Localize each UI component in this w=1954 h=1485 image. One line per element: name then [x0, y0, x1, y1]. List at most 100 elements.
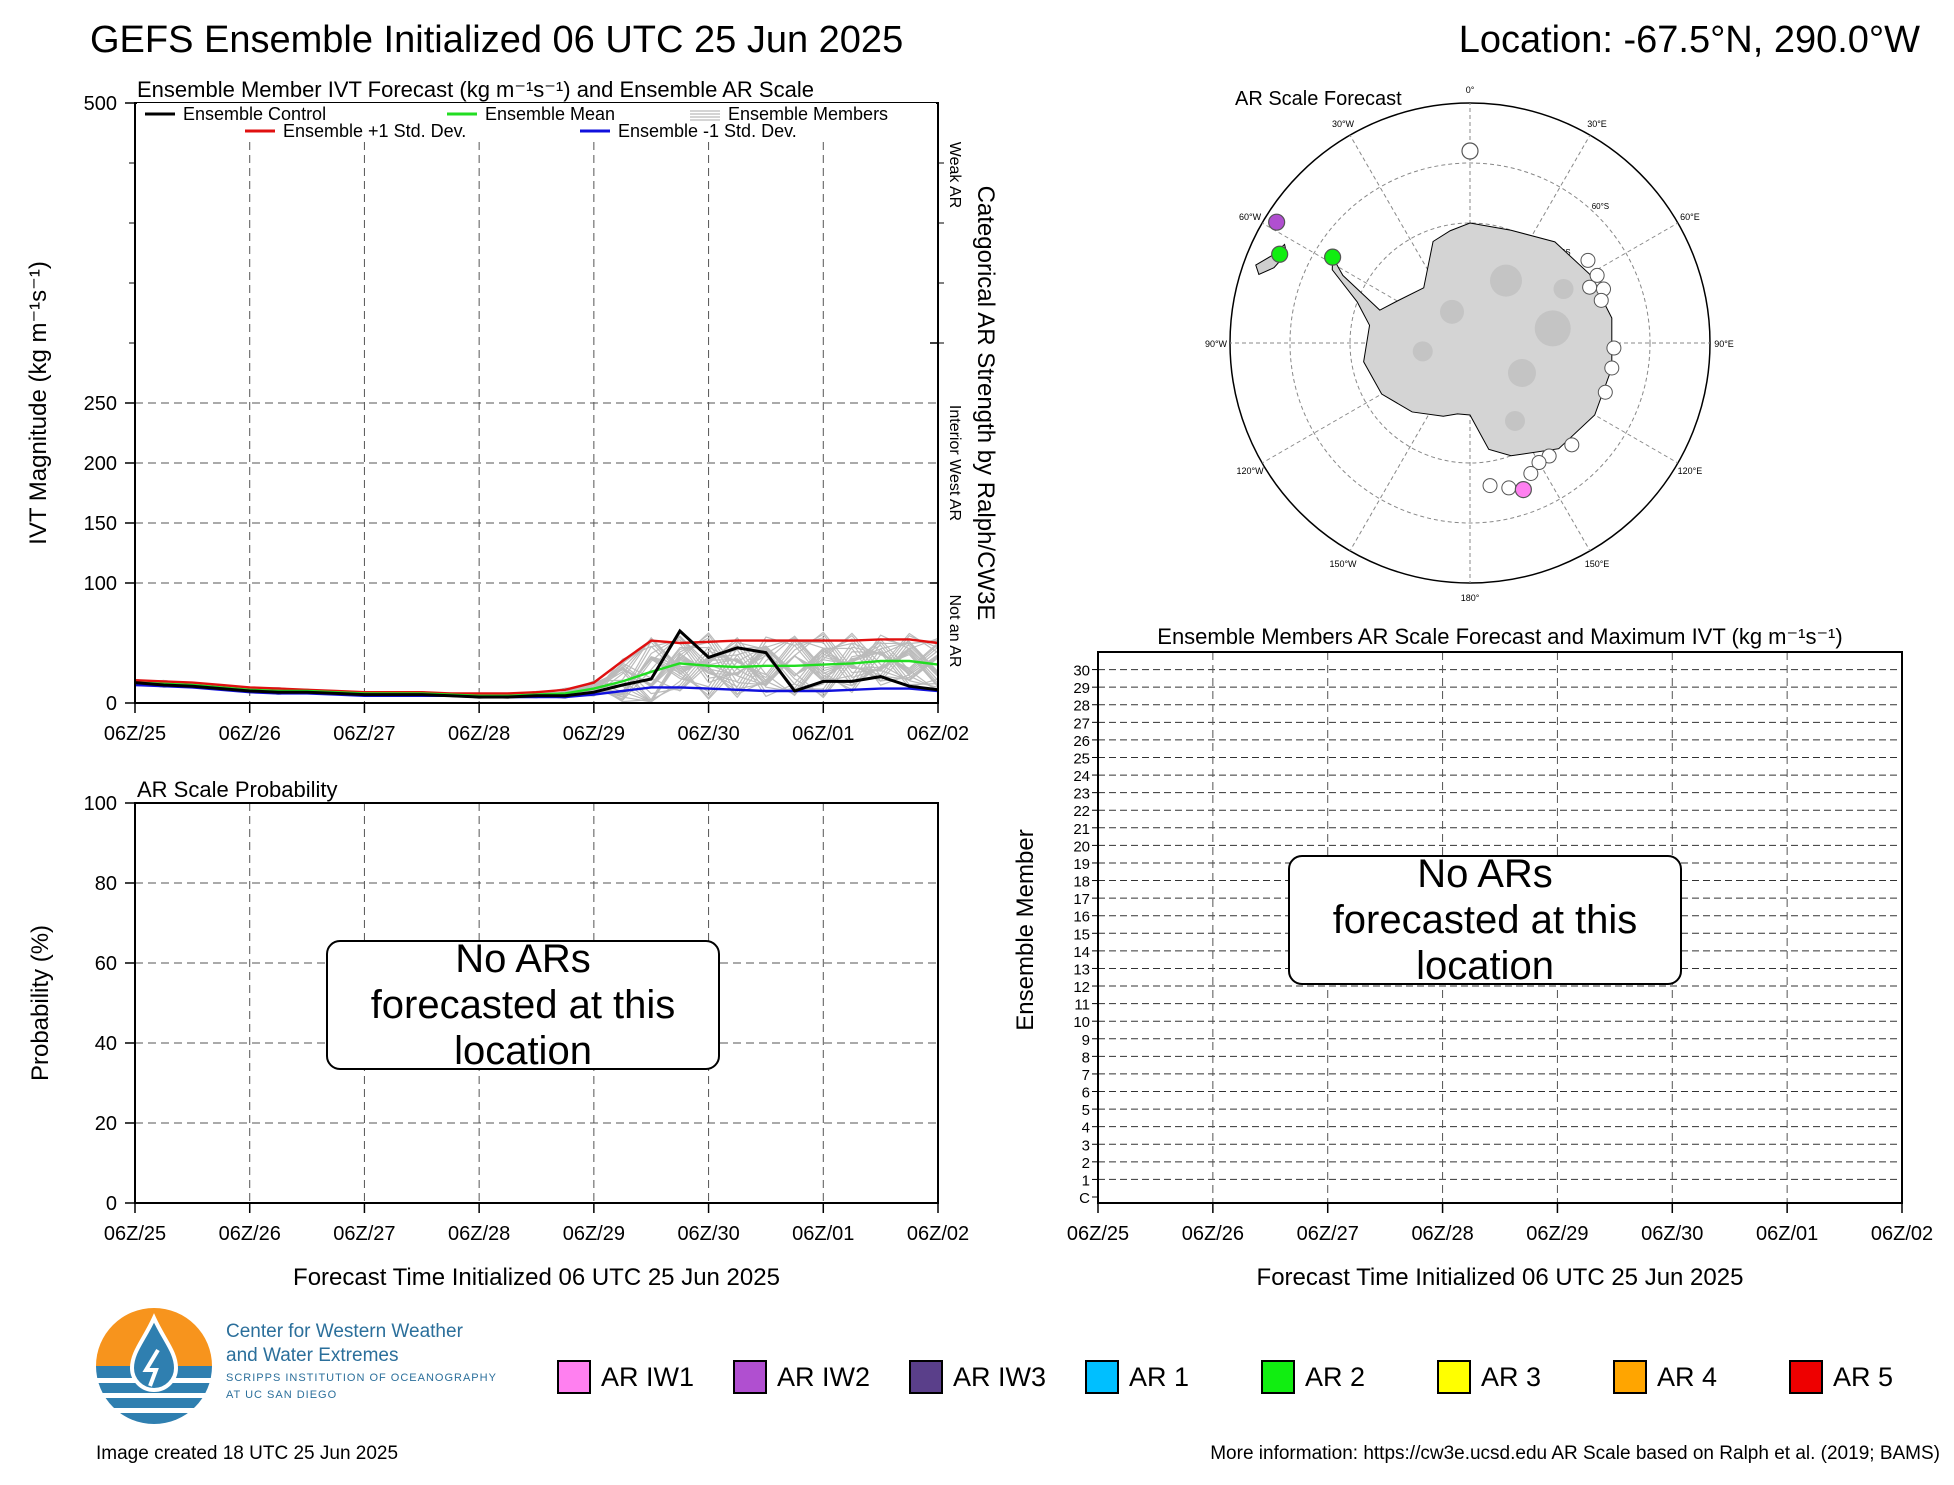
members-ytick-label: 5 — [1082, 1102, 1090, 1119]
ivt-xtick-label: 06Z/25 — [104, 723, 166, 745]
members-ytick-label: 26 — [1073, 733, 1090, 750]
map-longitude-label: 60°E — [1680, 212, 1700, 222]
prob-ylabel: Probability (%) — [27, 925, 54, 1081]
ivt-chart-title: Ensemble Member IVT Forecast (kg m⁻¹s⁻¹)… — [137, 77, 814, 102]
prob-ytick-label: 0 — [106, 1193, 117, 1215]
map-latitude-label: 60°S — [1592, 202, 1609, 211]
ivt-legend-label: Ensemble Mean — [485, 104, 615, 124]
members-xtick-label: 06Z/25 — [1067, 1223, 1129, 1245]
map-longitude-label: 90°W — [1205, 339, 1228, 349]
members-xtick-label: 06Z/27 — [1297, 1223, 1359, 1245]
cw3e-logo-icon — [96, 1308, 212, 1424]
members-ytick-label: 23 — [1073, 786, 1090, 803]
ivt-legend-label: Ensemble Members — [728, 104, 888, 124]
prob-xtick-label: 06Z/28 — [448, 1223, 510, 1245]
prob-xtick-label: 06Z/26 — [219, 1223, 281, 1245]
map-coast-marker — [1606, 340, 1622, 356]
map-longitude-label: 90°E — [1714, 339, 1734, 349]
members-ytick-label: C — [1079, 1190, 1090, 1207]
ivt-ytick-label: 100 — [84, 573, 117, 595]
ivt-ytick-label: 500 — [84, 93, 117, 115]
ivt-xtick-label: 06Z/01 — [792, 723, 854, 745]
members-xtick-label: 06Z/28 — [1411, 1223, 1473, 1245]
members-plot-frame — [1097, 651, 1903, 1204]
ivt-ytick-label: 250 — [84, 393, 117, 415]
prob-xtick-label: 06Z/30 — [677, 1223, 739, 1245]
prob-xlabel: Forecast Time Initialized 06 UTC 25 Jun … — [293, 1264, 780, 1291]
prob-ytick-label: 80 — [95, 873, 117, 895]
map-coast-marker — [1564, 437, 1580, 453]
members-xtick-label: 06Z/30 — [1641, 1223, 1703, 1245]
ivt-legend-box — [137, 103, 936, 141]
legend-item-ar-2: AR 2 — [1261, 1357, 1365, 1397]
org-line-4: AT UC SAN DIEGO — [226, 1389, 338, 1401]
members-ytick-label: 4 — [1082, 1120, 1090, 1137]
ivt-legend-label: Ensemble -1 Std. Dev. — [618, 121, 797, 141]
members-ytick-label: 7 — [1082, 1067, 1090, 1084]
members-ytick-label: 12 — [1073, 979, 1090, 996]
members-ytick-label: 27 — [1073, 715, 1090, 732]
members-no-ar-text: No ARs forecasted at this location — [1332, 852, 1638, 988]
members-no-ar-message: No ARs forecasted at this location — [1288, 852, 1682, 988]
members-ytick-label: 16 — [1073, 909, 1090, 926]
ivt-legend-label: Ensemble Control — [183, 104, 326, 124]
ivt-xtick-label: 06Z/27 — [333, 723, 395, 745]
antarctica-landmass — [1331, 222, 1613, 457]
legend-swatch — [1789, 1360, 1823, 1394]
legend-label: AR 3 — [1481, 1361, 1542, 1392]
map-coast-marker — [1580, 252, 1596, 268]
map-ivt-shading — [1412, 341, 1433, 362]
members-ytick-label: 22 — [1073, 803, 1090, 820]
organization-name: Center for Western Weather and Water Ext… — [226, 1320, 497, 1402]
members-ytick-label: 28 — [1073, 698, 1090, 715]
map-coast-marker — [1501, 480, 1517, 496]
legend-label: AR 4 — [1657, 1361, 1718, 1392]
map-ivt-shading — [1553, 279, 1574, 299]
legend-label: AR IW3 — [953, 1361, 1047, 1392]
ivt-ytick-label: 150 — [84, 513, 117, 535]
members-ytick-label: 14 — [1073, 944, 1090, 961]
members-chart-title: Ensemble Members AR Scale Forecast and M… — [1157, 624, 1842, 649]
more-information-note: More information: https://cw3e.ucsd.edu … — [1210, 1443, 1940, 1464]
map-ar-marker — [1461, 142, 1479, 160]
legend-item-ar-3: AR 3 — [1437, 1357, 1541, 1397]
members-ytick-label: 15 — [1073, 926, 1090, 943]
ivt-ytick-label: 200 — [84, 453, 117, 475]
map-longitude-label: 120°W — [1236, 466, 1264, 476]
legend-swatch — [909, 1360, 943, 1394]
members-ytick-label: 6 — [1082, 1085, 1090, 1102]
map-longitude-label: 150°W — [1329, 559, 1357, 569]
prob-xtick-label: 06Z/02 — [907, 1223, 969, 1245]
members-xlabel: Forecast Time Initialized 06 UTC 25 Jun … — [1257, 1264, 1744, 1291]
map-longitude-label: 30°E — [1587, 119, 1607, 129]
legend-label: AR 2 — [1305, 1361, 1366, 1392]
ivt-legend-label: Ensemble +1 Std. Dev. — [283, 121, 466, 141]
map-ar-marker — [1271, 245, 1289, 263]
ivt-series-line — [134, 638, 939, 695]
legend-swatch — [1437, 1360, 1471, 1394]
ivt-xtick-label: 06Z/29 — [563, 723, 625, 745]
prob-ytick-label: 20 — [95, 1113, 117, 1135]
map-meridian — [1349, 134, 1471, 344]
legend-label: AR IW1 — [601, 1361, 695, 1392]
members-ytick-label: 25 — [1073, 750, 1090, 767]
ivt-ylabel: IVT Magnitude (kg m⁻¹s⁻¹) — [25, 261, 52, 545]
map-longitude-label: 180° — [1461, 593, 1480, 603]
map-latitude-circle — [1289, 162, 1651, 524]
map-ar-marker — [1324, 248, 1342, 266]
prob-xtick-label: 06Z/25 — [104, 1223, 166, 1245]
map-meridian — [1261, 342, 1471, 464]
legend-swatch — [1613, 1360, 1647, 1394]
members-ytick-label: 29 — [1073, 680, 1090, 697]
legend-item-ar-5: AR 5 — [1789, 1357, 1893, 1397]
map-ivt-shading — [1490, 264, 1522, 297]
members-ytick-label: 19 — [1073, 856, 1090, 873]
members-xtick-label: 06Z/26 — [1182, 1223, 1244, 1245]
ivt-category-label: Interior West AR — [946, 405, 963, 521]
legend-item-ar-iw1: AR IW1 — [557, 1357, 694, 1397]
map-longitude-label: 0° — [1466, 85, 1475, 95]
legend-label: AR 5 — [1833, 1361, 1894, 1392]
map-coast-marker — [1593, 292, 1609, 308]
ivt-xtick-label: 06Z/26 — [219, 723, 281, 745]
